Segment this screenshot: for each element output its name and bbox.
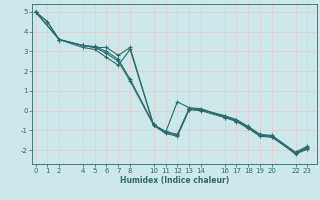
X-axis label: Humidex (Indice chaleur): Humidex (Indice chaleur) (120, 176, 229, 185)
